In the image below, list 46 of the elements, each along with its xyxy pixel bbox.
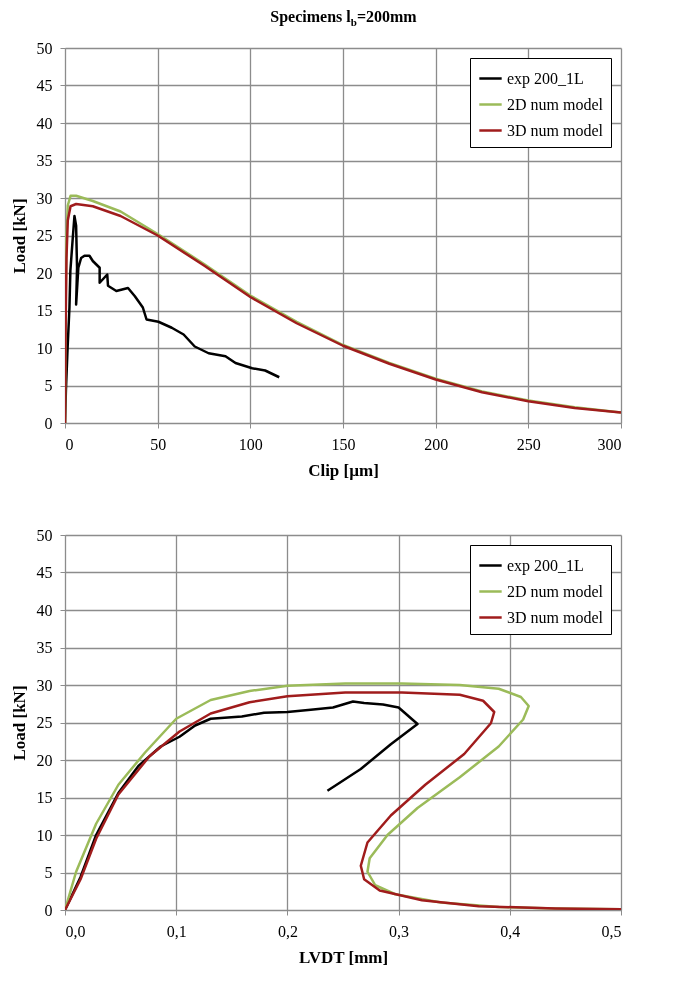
y-axis-title: Load [kN] <box>9 685 29 761</box>
y-tick-label: 30 <box>36 189 53 207</box>
y-tick-label: 10 <box>36 339 53 357</box>
y-axis-title: Load [kN] <box>9 198 29 274</box>
y-tick-label: 5 <box>44 377 53 394</box>
x-tick-label: 0,4 <box>500 922 521 940</box>
x-axis-title: Clip [µm] <box>308 460 379 480</box>
y-tick-label: 35 <box>36 639 53 656</box>
chart-title: Specimens l$_{b}$=200mm <box>269 7 418 31</box>
y-tick-label: 50 <box>36 39 53 57</box>
x-tick-label: 0,1 <box>166 922 187 940</box>
x-axis-title: LVDT [mm] <box>298 947 389 967</box>
y-tick-label: 10 <box>36 826 53 844</box>
x-tick-label: 0,2 <box>277 922 298 940</box>
legend-label: 2D num model <box>507 582 604 600</box>
legend-label: 3D num model <box>507 121 604 139</box>
y-tick-label: 45 <box>36 564 53 581</box>
y-tick-label: 5 <box>44 864 53 881</box>
x-tick-label: 250 <box>516 435 541 453</box>
y-tick-label: 15 <box>36 302 53 319</box>
y-tick-label: 50 <box>36 526 53 544</box>
y-tick-label: 20 <box>36 264 53 282</box>
legend-label: exp 200_1L <box>507 69 584 88</box>
y-tick-label: 15 <box>36 789 53 806</box>
legend-label: exp 200_1L <box>507 556 584 575</box>
y-tick-label: 0 <box>44 901 53 919</box>
y-tick-label: 40 <box>36 114 53 132</box>
y-tick-label: 40 <box>36 601 53 619</box>
y-tick-label: 45 <box>36 77 53 94</box>
x-tick-label: 0,3 <box>389 922 410 940</box>
y-tick-label: 20 <box>36 751 53 769</box>
y-tick-label: 35 <box>36 152 53 169</box>
x-tick-label: 0,5 <box>601 922 622 940</box>
x-tick-label: 0 <box>65 435 74 453</box>
y-tick-label: 30 <box>36 676 53 694</box>
x-tick-label: 100 <box>238 435 263 453</box>
y-tick-label: 25 <box>36 227 53 244</box>
x-tick-label: 300 <box>597 435 622 453</box>
legend-label: 3D num model <box>507 608 604 626</box>
legend-label: 2D num model <box>507 95 604 113</box>
x-tick-label: 50 <box>150 435 167 453</box>
x-tick-label: 150 <box>331 435 356 453</box>
y-tick-label: 0 <box>44 414 53 432</box>
x-tick-label: 0,0 <box>65 922 86 940</box>
x-tick-label: 200 <box>424 435 449 453</box>
y-tick-label: 25 <box>36 714 53 731</box>
